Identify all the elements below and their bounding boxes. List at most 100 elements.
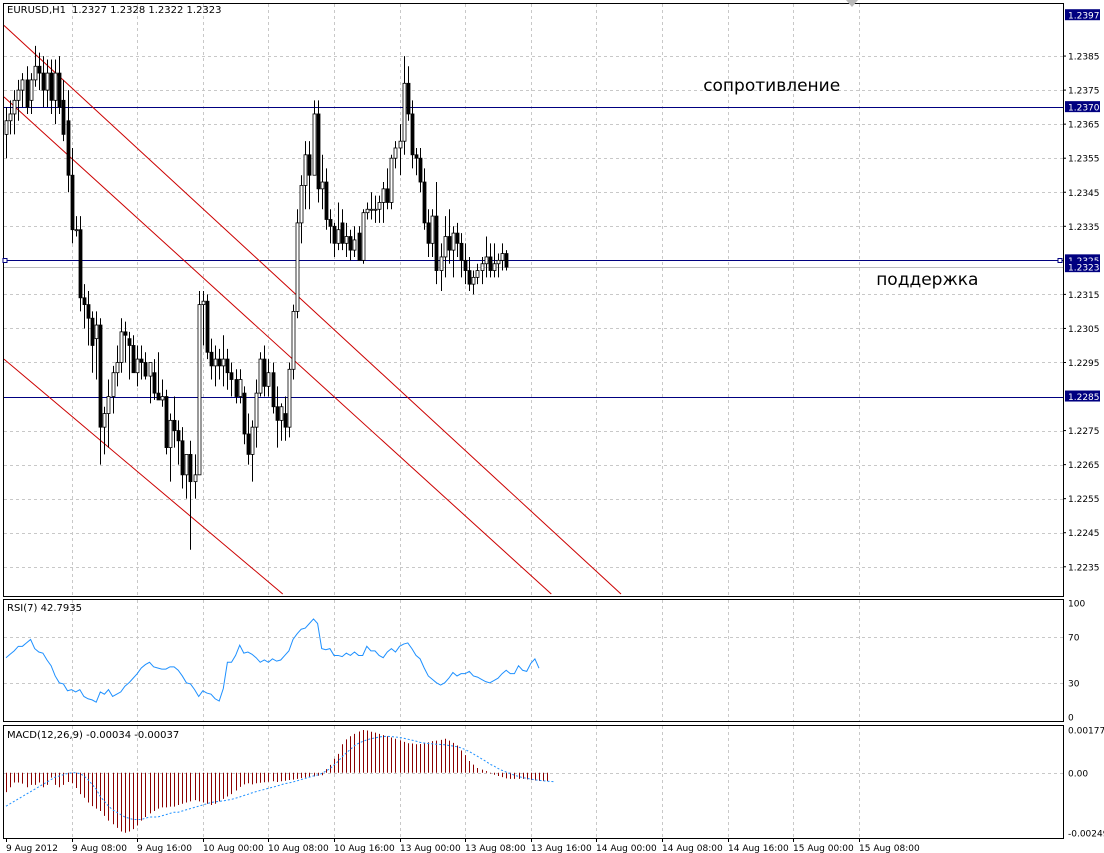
candle-body — [53, 72, 58, 101]
price-tick-label: 1.2335 — [1068, 223, 1100, 233]
horizontal-levels[interactable] — [2, 107, 1063, 398]
candle-body — [320, 181, 325, 190]
chart-shift-marker[interactable] — [846, 0, 858, 7]
candle-body — [106, 396, 111, 414]
macd-tick-label: 0.00177 — [1068, 727, 1104, 737]
price-tag-label: 1.2397 — [1068, 12, 1100, 22]
time-axis-label: 13 Aug 16:00 — [531, 844, 592, 853]
candle-body — [49, 72, 54, 101]
price-tick-label: 1.2295 — [1068, 359, 1100, 369]
trendlines[interactable] — [4, 25, 622, 595]
price-tag — [1065, 390, 1100, 402]
candle-body — [283, 413, 288, 428]
candlestick-series — [4, 45, 509, 550]
time-axis-label: 9 Aug 2012 — [6, 844, 58, 853]
candle-body — [57, 72, 62, 108]
candle-body — [361, 212, 366, 261]
candle-body — [205, 300, 210, 353]
candle-body — [434, 215, 439, 271]
candle-body — [398, 140, 403, 149]
candle-body — [168, 419, 173, 449]
candle-body — [357, 232, 362, 261]
price-tick-label: 1.2345 — [1068, 189, 1100, 199]
macd-signal-line — [5, 735, 556, 820]
candle-body — [447, 236, 452, 251]
price-tick-label: 1.2355 — [1068, 155, 1100, 165]
candle-body — [426, 222, 431, 244]
candle-body — [115, 362, 120, 374]
candle-body — [443, 236, 448, 258]
price-tag — [1065, 9, 1100, 21]
candle-body — [250, 426, 255, 455]
price-tick-label: 1.2315 — [1068, 291, 1100, 301]
macd-tick-label: 0.00 — [1068, 769, 1088, 779]
support-label[interactable]: поддержка — [876, 270, 978, 290]
candle-body — [201, 300, 206, 306]
candle-body — [246, 433, 251, 455]
resistance-label[interactable]: сопротивление — [703, 76, 840, 96]
candle-body — [393, 147, 398, 159]
candle-body — [78, 229, 83, 299]
candle-body — [430, 215, 435, 244]
price-tick-label: 1.2265 — [1068, 461, 1100, 471]
candle-body — [492, 263, 497, 271]
candle-body — [271, 372, 276, 408]
candle-body — [496, 259, 501, 265]
trend-line — [4, 96, 552, 595]
candle-body — [221, 358, 226, 367]
candle-body — [365, 208, 370, 214]
candle-body — [340, 222, 345, 244]
candle-body — [295, 222, 300, 312]
candle-body — [451, 232, 456, 251]
candle-body — [471, 276, 476, 285]
candle-body — [348, 236, 353, 251]
candle-body — [127, 338, 132, 346]
candle-body — [381, 188, 386, 203]
candle-body — [307, 154, 312, 176]
candle-body — [238, 379, 243, 397]
candle-body — [135, 358, 140, 374]
candle-body — [148, 362, 153, 377]
candle-body — [8, 113, 13, 122]
candle-body — [406, 82, 411, 115]
candle-body — [152, 372, 157, 394]
candle-body — [385, 188, 390, 203]
time-axis-label: 10 Aug 00:00 — [203, 844, 264, 853]
pane-frames — [3, 3, 1064, 839]
candle-body — [324, 181, 329, 220]
candle-body — [229, 372, 234, 380]
time-axis-label: 14 Aug 16:00 — [728, 844, 789, 853]
main-pane — [3, 3, 1064, 597]
candle-body — [459, 242, 464, 261]
rsi-header: RSI(7) 42.7935 — [7, 603, 82, 614]
candle-body — [90, 317, 95, 346]
candle-body — [275, 406, 280, 421]
price-tag-label: 1.2370 — [1068, 104, 1100, 114]
candle-body — [98, 324, 103, 428]
candle-body — [176, 430, 181, 442]
candle-body — [422, 181, 427, 224]
candle-body — [484, 256, 489, 265]
time-axis-label: 13 Aug 00:00 — [400, 844, 461, 853]
candle-body — [377, 202, 382, 210]
candle-body — [74, 229, 79, 232]
candle-body — [156, 392, 161, 401]
time-axis-label: 10 Aug 08:00 — [268, 844, 329, 853]
candle-body — [312, 113, 317, 176]
candle-body — [463, 259, 468, 271]
rsi-tick-label: 100 — [1068, 600, 1085, 610]
candle-body — [242, 392, 247, 435]
candle-body — [480, 263, 485, 271]
price-tag-label: 1.2285 — [1068, 393, 1100, 403]
candle-body — [25, 79, 30, 108]
candle-body — [303, 154, 308, 186]
time-axis-label: 14 Aug 00:00 — [596, 844, 657, 853]
price-tick-label: 1.2375 — [1068, 87, 1100, 97]
candle-body — [164, 396, 169, 449]
candle-body — [4, 120, 9, 135]
price-tick-label: 1.2305 — [1068, 325, 1100, 335]
time-axis-label: 9 Aug 16:00 — [137, 844, 192, 853]
